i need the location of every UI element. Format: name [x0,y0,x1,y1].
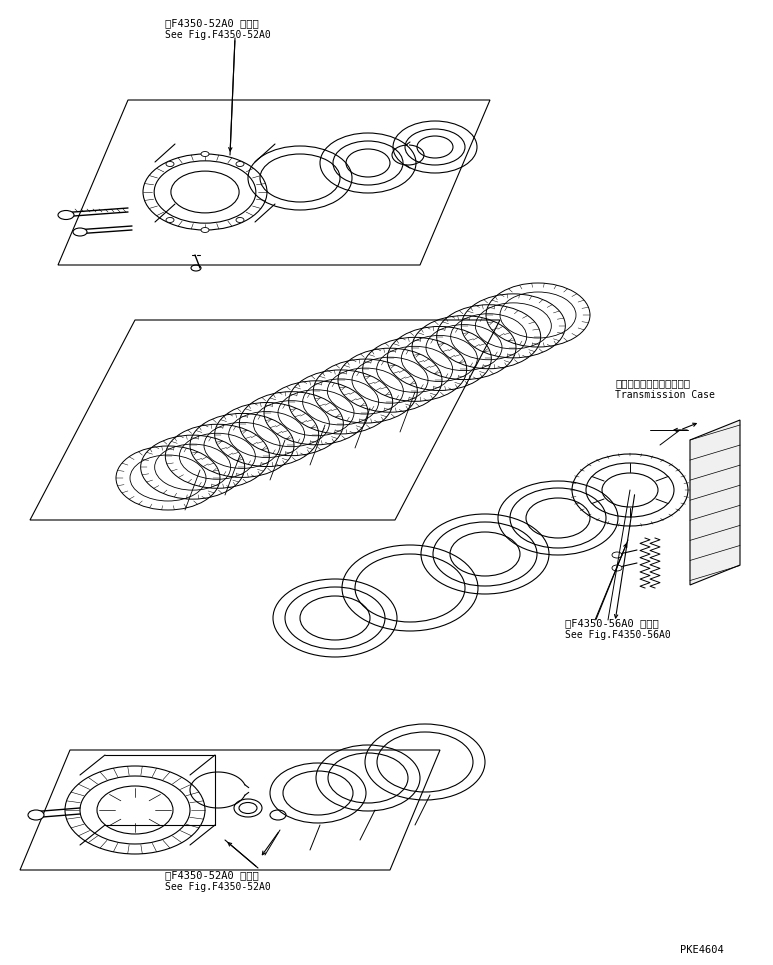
Ellipse shape [236,217,244,223]
Text: See Fig.F4350-52A0: See Fig.F4350-52A0 [165,30,271,40]
Text: 第F4350-56A0 図参照: 第F4350-56A0 図参照 [565,618,659,628]
Text: See Fig.F4350-52A0: See Fig.F4350-52A0 [165,882,271,892]
Ellipse shape [612,552,622,558]
Ellipse shape [73,228,87,236]
Text: 第F4350-52A0 図参照: 第F4350-52A0 図参照 [165,18,259,28]
Text: 第F4350-52A0 図参照: 第F4350-52A0 図参照 [165,870,259,880]
Ellipse shape [28,810,44,820]
Text: PKE4604: PKE4604 [680,945,724,955]
Polygon shape [690,420,740,585]
Text: トランスミッションケース: トランスミッションケース [615,378,690,388]
Ellipse shape [58,210,74,219]
Text: Transmission Case: Transmission Case [615,390,715,400]
Ellipse shape [236,161,244,167]
Ellipse shape [166,217,174,223]
Ellipse shape [201,228,209,233]
Ellipse shape [612,565,622,571]
Text: See Fig.F4350-56A0: See Fig.F4350-56A0 [565,630,671,640]
Ellipse shape [201,152,209,156]
Ellipse shape [166,161,174,167]
